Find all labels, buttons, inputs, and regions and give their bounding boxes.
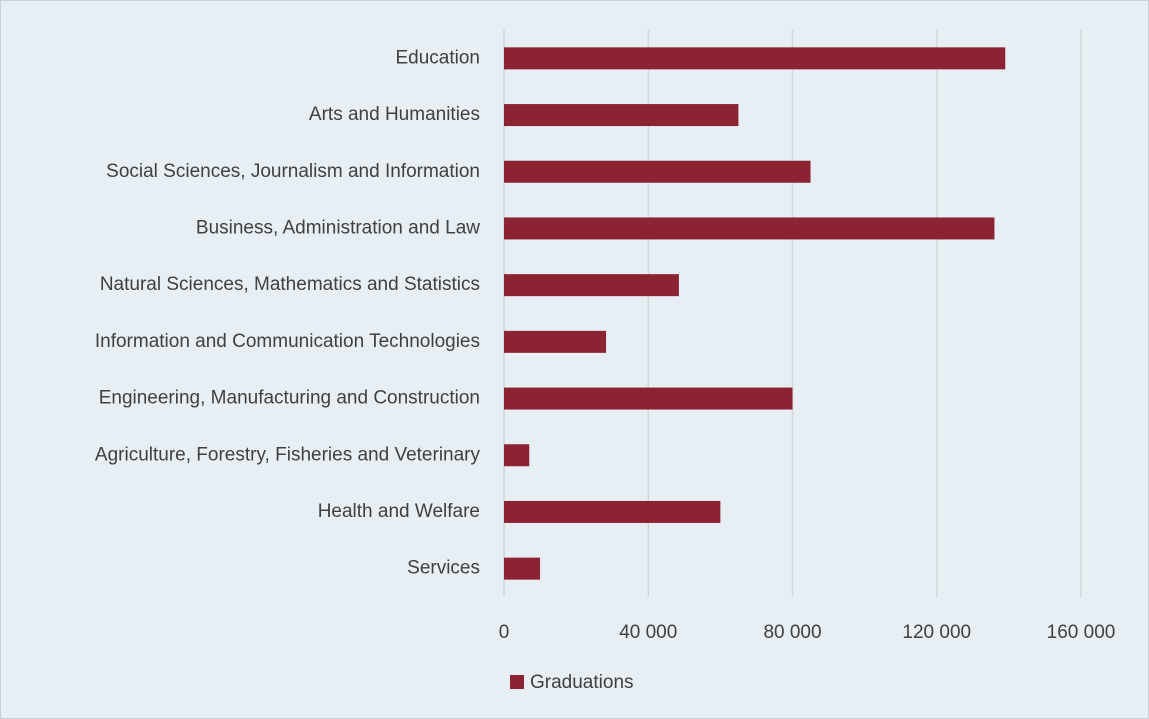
legend-label: Graduations	[530, 672, 634, 693]
bar	[504, 500, 721, 523]
x-tick-label: 40 000	[619, 622, 677, 643]
bar	[504, 387, 793, 410]
bar	[504, 104, 739, 127]
y-tick-label: Natural Sciences, Mathematics and Statis…	[100, 274, 480, 295]
bar	[504, 160, 811, 183]
y-tick-label: Information and Communication Technologi…	[95, 331, 480, 352]
bar	[504, 47, 1006, 70]
bar	[504, 557, 541, 580]
y-tick-label: Arts and Humanities	[309, 104, 480, 125]
y-tick-label: Engineering, Manufacturing and Construct…	[99, 388, 480, 409]
y-tick-label: Business, Administration and Law	[196, 217, 480, 238]
bar	[504, 217, 995, 240]
bar	[504, 330, 607, 353]
x-tick-label: 160 000	[1047, 622, 1116, 643]
x-tick-label: 120 000	[902, 622, 971, 643]
bar	[504, 274, 679, 297]
y-tick-label: Services	[407, 558, 480, 579]
x-tick-label: 80 000	[763, 622, 821, 643]
y-tick-label: Social Sciences, Journalism and Informat…	[106, 161, 480, 182]
legend-swatch	[510, 675, 524, 689]
y-tick-label: Agriculture, Forestry, Fisheries and Vet…	[95, 444, 481, 465]
y-tick-label: Health and Welfare	[318, 501, 480, 522]
bar	[504, 444, 530, 467]
y-tick-label: Education	[395, 47, 480, 68]
x-tick-label: 0	[499, 622, 510, 643]
